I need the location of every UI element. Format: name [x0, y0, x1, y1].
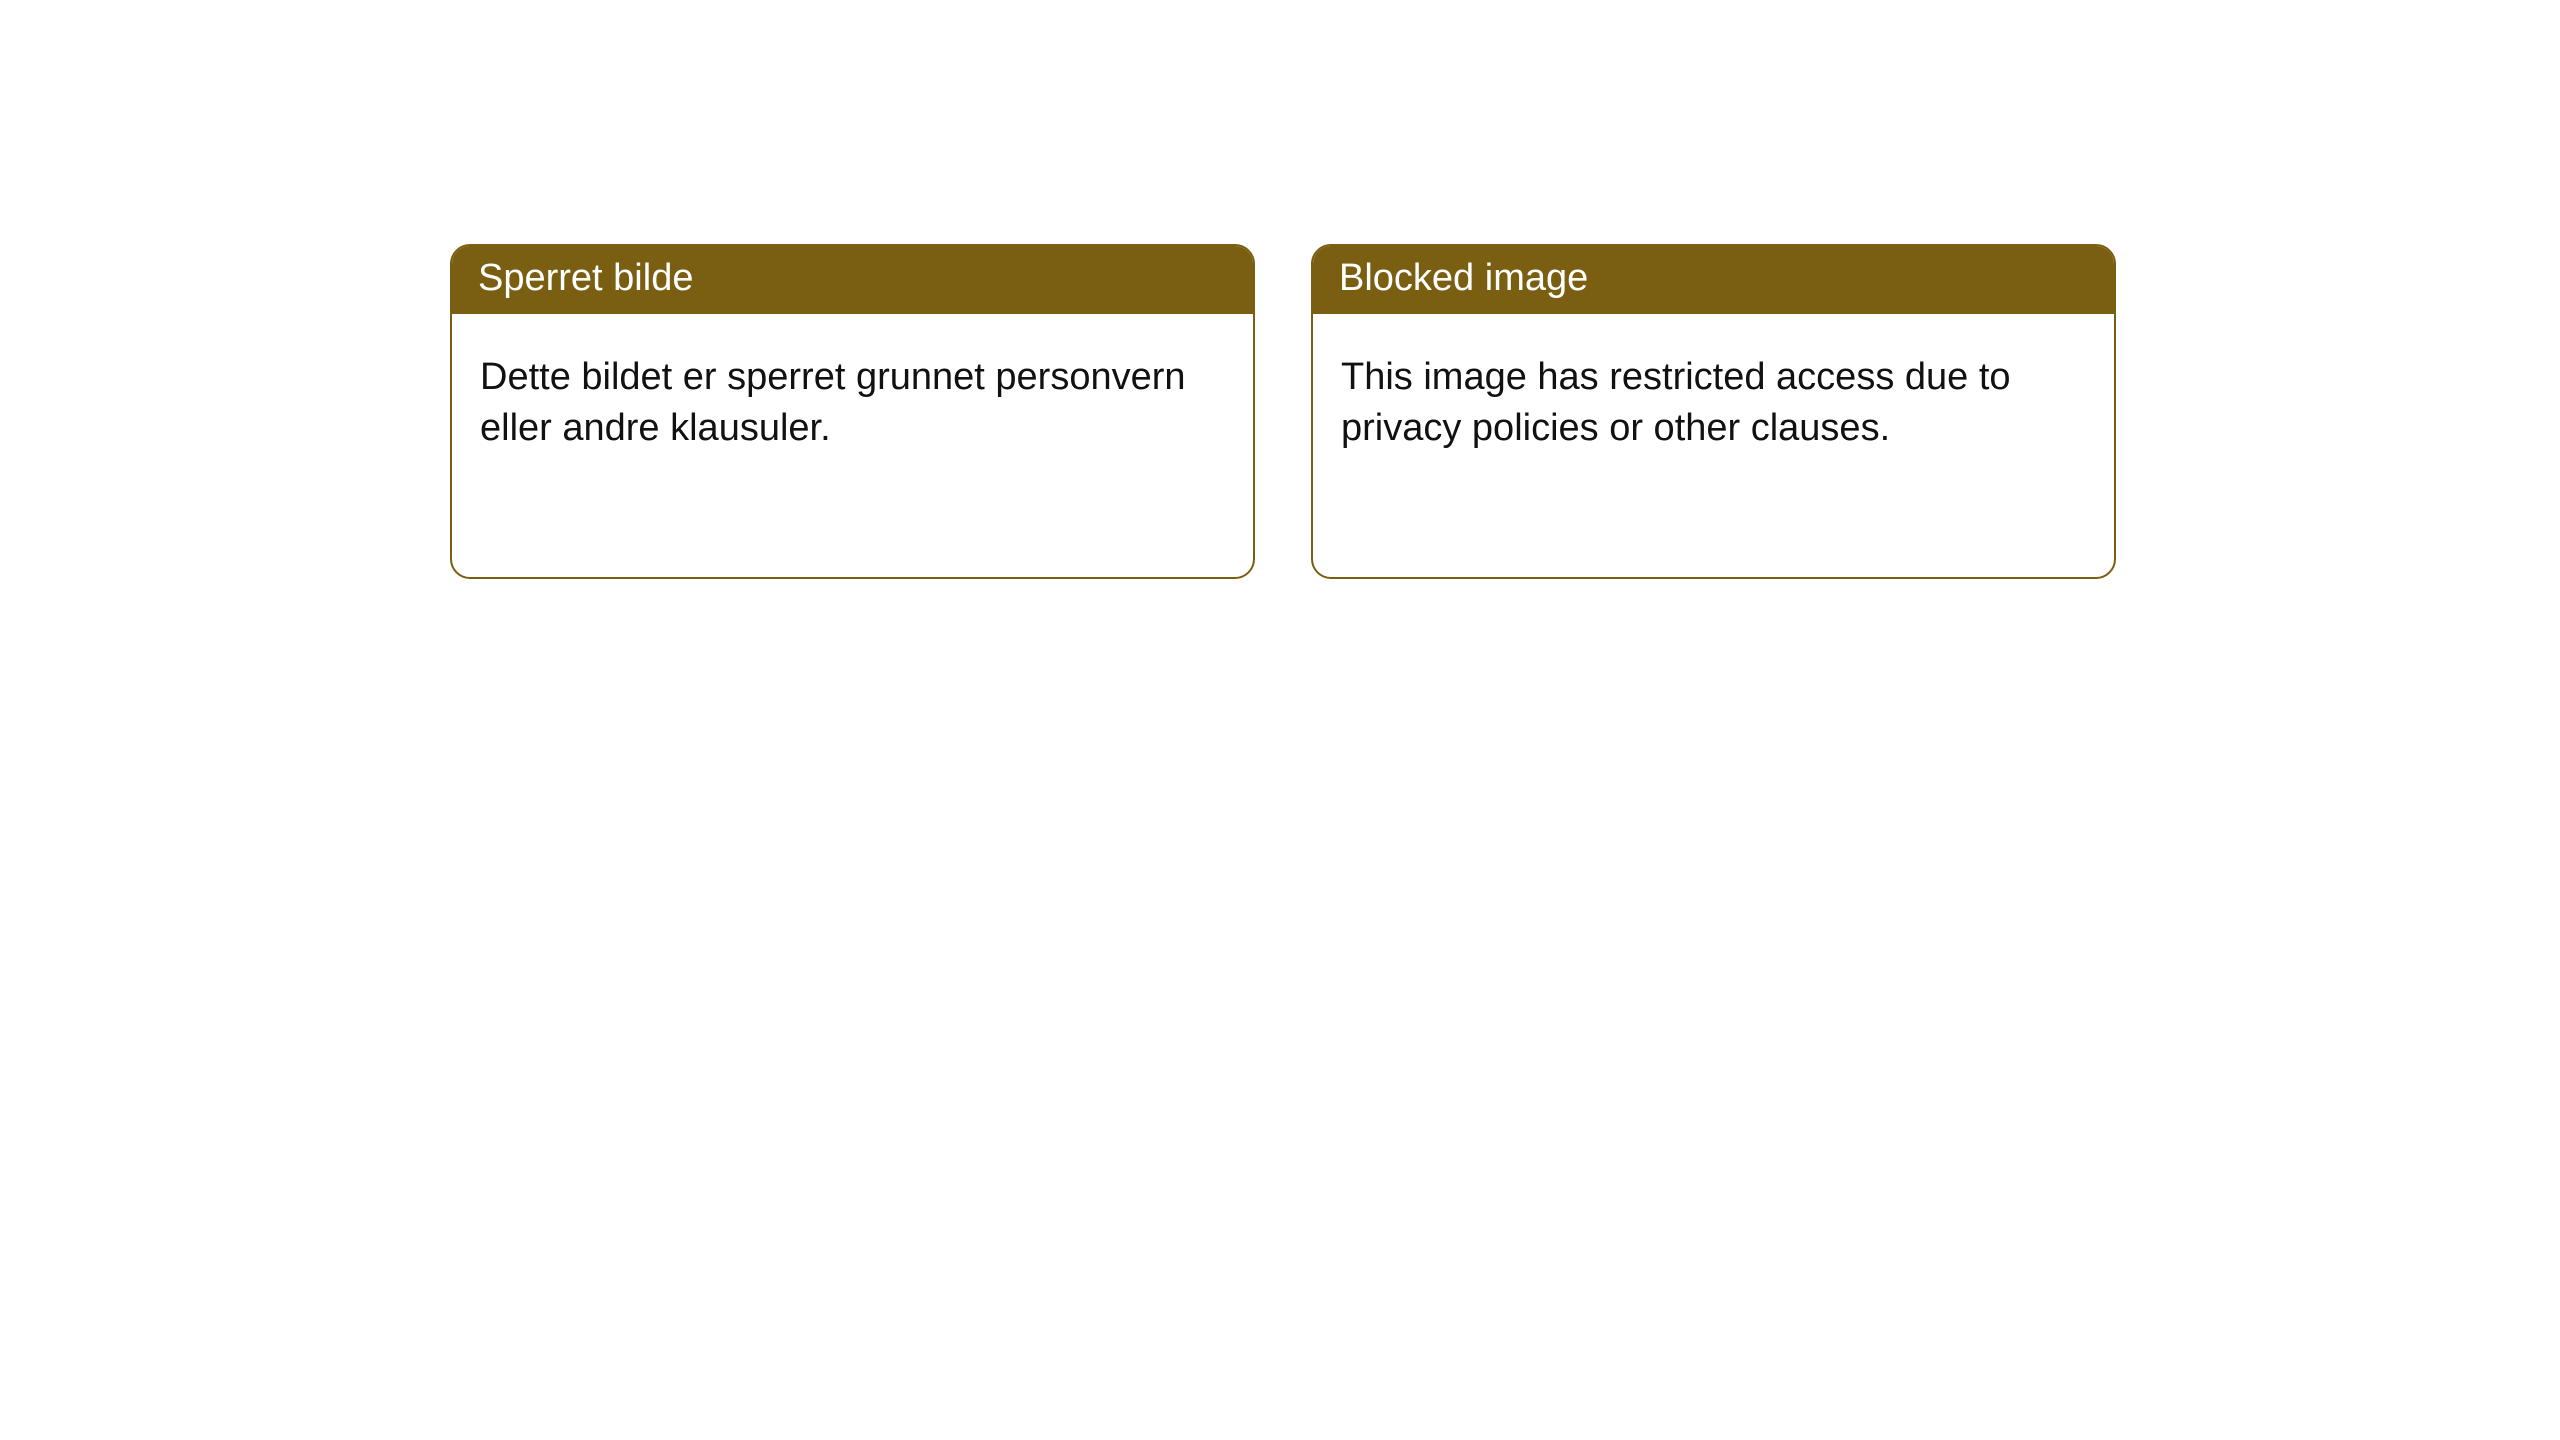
notice-card-body: Dette bildet er sperret grunnet personve… [452, 314, 1253, 483]
notice-card-body: This image has restricted access due to … [1313, 314, 2114, 483]
notice-card-english: Blocked image This image has restricted … [1311, 244, 2116, 579]
notice-card-norwegian: Sperret bilde Dette bildet er sperret gr… [450, 244, 1255, 579]
notice-card-header: Sperret bilde [452, 246, 1253, 314]
notice-container: Sperret bilde Dette bildet er sperret gr… [0, 0, 2560, 579]
notice-card-header: Blocked image [1313, 246, 2114, 314]
